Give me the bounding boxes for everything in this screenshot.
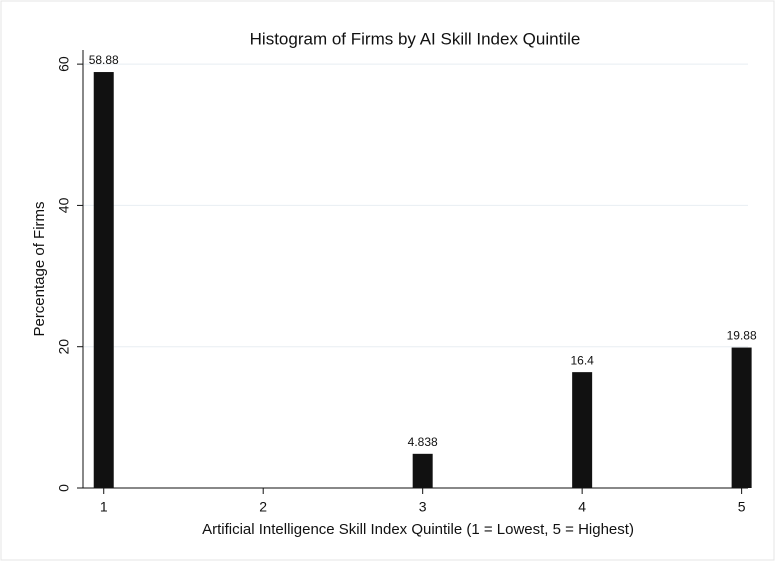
- y-tick-label: 20: [56, 339, 72, 355]
- y-axis-label: Percentage of Firms: [31, 201, 48, 336]
- y-tick-label: 60: [56, 56, 72, 72]
- y-tick-label: 0: [56, 484, 72, 492]
- chart-title: Histogram of Firms by AI Skill Index Qui…: [250, 29, 581, 48]
- y-tick-label: 40: [56, 197, 72, 213]
- x-tick-label: 4: [578, 499, 586, 515]
- x-tick-label: 3: [419, 499, 427, 515]
- value-label: 19.88: [727, 329, 757, 343]
- bar: [412, 453, 433, 488]
- bar: [572, 372, 593, 488]
- x-axis-label: Artificial Intelligence Skill Index Quin…: [202, 521, 634, 538]
- x-tick-label: 5: [738, 499, 746, 515]
- x-tick-label: 1: [100, 499, 108, 515]
- bar: [93, 72, 114, 488]
- x-tick-label: 2: [259, 499, 267, 515]
- value-label: 58.88: [89, 53, 119, 67]
- bar: [731, 347, 752, 488]
- value-label: 4.838: [408, 435, 438, 449]
- value-label: 16.4: [570, 353, 594, 367]
